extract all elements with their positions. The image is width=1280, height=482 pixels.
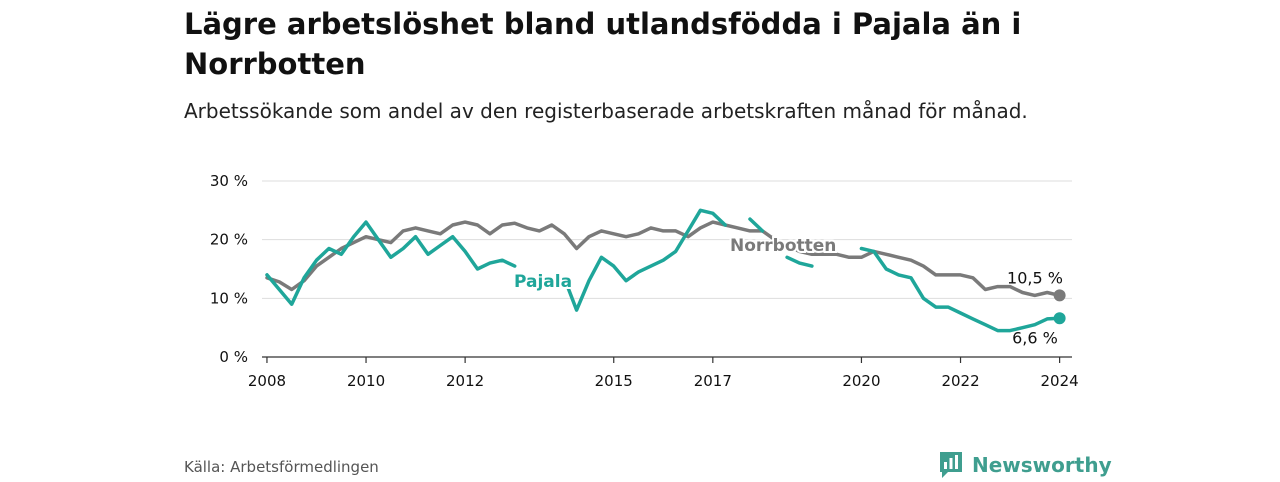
bar-chart-icon (940, 452, 962, 478)
end-dot-pajala (1053, 312, 1066, 325)
newsworthy-logo[interactable]: Newsworthy (938, 448, 1112, 482)
end-label-norrbotten: 10,5 % (1007, 268, 1063, 287)
series-label-norrbotten: Norrbotten (730, 236, 836, 256)
x-tick-label: 2008 (248, 372, 286, 390)
y-tick-label: 20 % (210, 231, 248, 249)
x-tick-label: 2024 (1041, 372, 1079, 390)
series-line-norrbotten (265, 220, 1062, 298)
brand-name: Newsworthy (972, 453, 1112, 477)
y-tick-label: 30 % (210, 172, 248, 190)
x-tick-label: 2020 (842, 372, 880, 390)
series-lines (265, 208, 1066, 333)
series-line-pajala (265, 208, 1062, 333)
chart-title: Lägre arbetslöshet bland utlandsfödda i … (184, 7, 1022, 81)
x-tick-label: 2010 (347, 372, 385, 390)
series-label-pajala: Pajala (514, 272, 572, 292)
grid-lines (262, 180, 1072, 299)
y-tick-label: 10 % (210, 289, 248, 307)
x-tick-label: 2012 (446, 372, 484, 390)
x-tick-label: 2015 (595, 372, 633, 390)
series-labels: Norrbotten Pajala 10,5 % 6,6 % (512, 234, 1063, 347)
y-tick-label: 0 % (219, 348, 248, 366)
source-note: Källa: Arbetsförmedlingen (184, 458, 379, 476)
chart-subtitle: Arbetssökande som andel av den registerb… (184, 99, 1028, 123)
x-tick-label: 2022 (941, 372, 979, 390)
x-tick-label: 2017 (694, 372, 732, 390)
axes: 0 % 10 % 20 % 30 % 2008 2010 2012 2015 2017 2020 2… (210, 172, 1079, 390)
end-label-pajala: 6,6 % (1012, 328, 1058, 347)
end-dot-norrbotten (1053, 289, 1066, 302)
